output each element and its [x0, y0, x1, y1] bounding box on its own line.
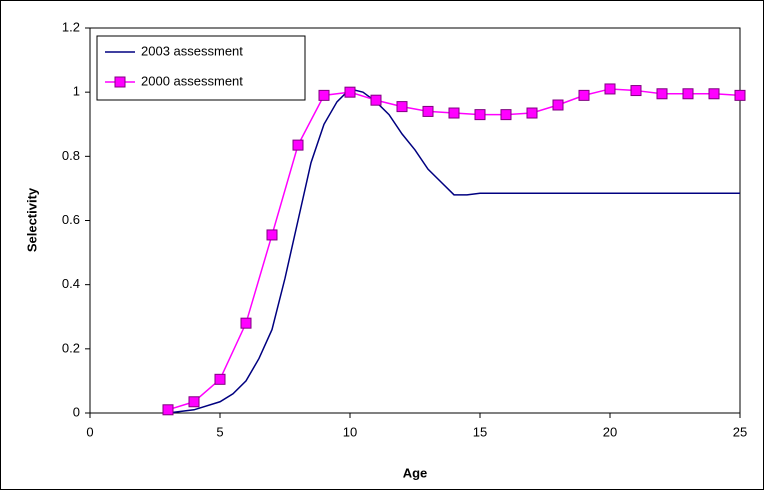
marker [266, 229, 278, 241]
x-axis-title: Age [403, 465, 428, 480]
marker [240, 317, 252, 329]
y-tick-label: 0.4 [62, 276, 80, 291]
y-tick-label: 0.8 [62, 148, 80, 163]
legend-label: 2000 assessment [141, 73, 243, 88]
marker [552, 99, 564, 111]
marker [188, 396, 200, 408]
marker [630, 85, 642, 97]
marker [214, 373, 226, 385]
marker [708, 88, 720, 100]
x-tick-label: 5 [216, 424, 223, 439]
x-tick-label: 20 [603, 424, 617, 439]
legend-marker [114, 76, 126, 88]
marker [578, 89, 590, 101]
y-tick-label: 1.2 [62, 19, 80, 34]
legend-label: 2003 assessment [141, 43, 243, 58]
marker [734, 89, 746, 101]
marker [396, 101, 408, 113]
marker [422, 105, 434, 117]
y-tick-label: 0.2 [62, 340, 80, 355]
legend-box [96, 35, 306, 101]
y-tick-label: 0 [73, 404, 80, 419]
x-tick-label: 15 [473, 424, 487, 439]
x-tick-label: 25 [733, 424, 747, 439]
marker [604, 83, 616, 95]
marker [448, 107, 460, 119]
marker [526, 107, 538, 119]
marker [318, 89, 330, 101]
marker [656, 88, 668, 100]
y-tick-label: 0.6 [62, 212, 80, 227]
marker [500, 109, 512, 121]
marker [162, 404, 174, 416]
marker [370, 94, 382, 106]
marker [344, 86, 356, 98]
y-axis-title: Selectivity [24, 187, 39, 252]
y-tick-label: 1 [73, 84, 80, 99]
x-tick-label: 0 [86, 424, 93, 439]
x-tick-label: 10 [343, 424, 357, 439]
marker [682, 88, 694, 100]
marker [474, 109, 486, 121]
marker [292, 139, 304, 151]
